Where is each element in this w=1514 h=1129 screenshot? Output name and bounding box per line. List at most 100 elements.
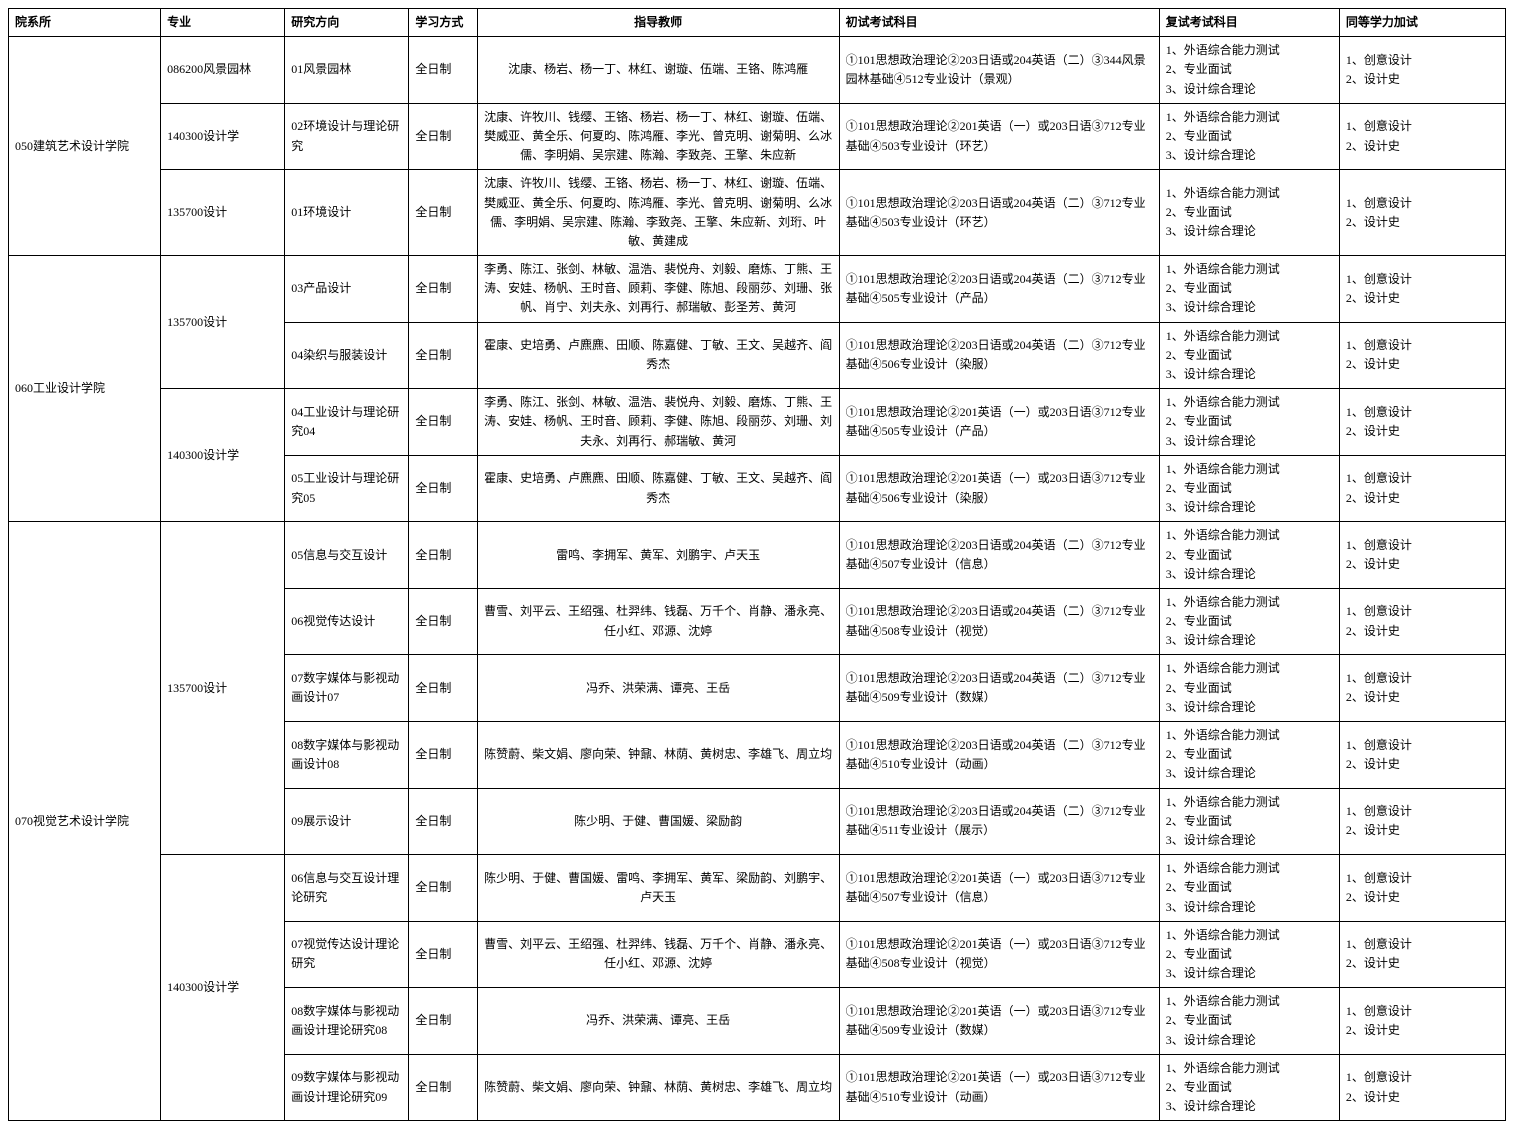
cell-mode: 全日制 bbox=[409, 522, 477, 589]
cell-mode: 全日制 bbox=[409, 1054, 477, 1121]
cell-exam1: ①101思想政治理论②201英语（一）或203日语③712专业基础④509专业设… bbox=[839, 988, 1159, 1055]
cell-direction: 02环境设计与理论研究 bbox=[285, 103, 409, 170]
table-row: 050建筑艺术设计学院086200风景园林01风景园林全日制沈康、杨岩、杨一丁、… bbox=[9, 37, 1506, 104]
cell-direction: 04工业设计与理论研究04 bbox=[285, 389, 409, 456]
header-direction: 研究方向 bbox=[285, 9, 409, 37]
cell-mode: 全日制 bbox=[409, 37, 477, 104]
cell-direction: 04染织与服装设计 bbox=[285, 322, 409, 389]
cell-major: 086200风景园林 bbox=[161, 37, 285, 104]
cell-teacher: 陈赞蔚、柴文娟、廖向荣、钟鼐、林荫、黄树忠、李雄飞、周立均 bbox=[477, 722, 839, 789]
cell-extra: 1、创意设计 2、设计史 bbox=[1339, 1054, 1505, 1121]
cell-exam2: 1、外语综合能力测试 2、专业面试 3、设计综合理论 bbox=[1159, 921, 1339, 988]
cell-teacher: 沈康、杨岩、杨一丁、林红、谢璇、伍端、王铬、陈鸿雁 bbox=[477, 37, 839, 104]
cell-major: 135700设计 bbox=[161, 522, 285, 855]
cell-extra: 1、创意设计 2、设计史 bbox=[1339, 256, 1505, 323]
cell-direction: 05工业设计与理论研究05 bbox=[285, 455, 409, 522]
cell-direction: 01环境设计 bbox=[285, 170, 409, 256]
cell-exam2: 1、外语综合能力测试 2、专业面试 3、设计综合理论 bbox=[1159, 170, 1339, 256]
cell-exam1: ①101思想政治理论②203日语或204英语（二）③712专业基础④509专业设… bbox=[839, 655, 1159, 722]
cell-mode: 全日制 bbox=[409, 256, 477, 323]
cell-exam1: ①101思想政治理论②203日语或204英语（二）③712专业基础④505专业设… bbox=[839, 256, 1159, 323]
cell-direction: 06视觉传达设计 bbox=[285, 588, 409, 655]
cell-exam1: ①101思想政治理论②203日语或204英语（二）③712专业基础④506专业设… bbox=[839, 322, 1159, 389]
cell-extra: 1、创意设计 2、设计史 bbox=[1339, 655, 1505, 722]
cell-exam1: ①101思想政治理论②203日语或204英语（二）③712专业基础④508专业设… bbox=[839, 588, 1159, 655]
cell-exam2: 1、外语综合能力测试 2、专业面试 3、设计综合理论 bbox=[1159, 37, 1339, 104]
cell-mode: 全日制 bbox=[409, 103, 477, 170]
header-row: 院系所 专业 研究方向 学习方式 指导教师 初试考试科目 复试考试科目 同等学力… bbox=[9, 9, 1506, 37]
header-major: 专业 bbox=[161, 9, 285, 37]
table-body: 050建筑艺术设计学院086200风景园林01风景园林全日制沈康、杨岩、杨一丁、… bbox=[9, 37, 1506, 1121]
cell-exam1: ①101思想政治理论②203日语或204英语（二）③712专业基础④507专业设… bbox=[839, 522, 1159, 589]
cell-major: 140300设计学 bbox=[161, 389, 285, 522]
cell-exam2: 1、外语综合能力测试 2、专业面试 3、设计综合理论 bbox=[1159, 722, 1339, 789]
cell-direction: 09数字媒体与影视动画设计理论研究09 bbox=[285, 1054, 409, 1121]
cell-extra: 1、创意设计 2、设计史 bbox=[1339, 522, 1505, 589]
table-row: 140300设计学02环境设计与理论研究全日制沈康、许牧川、钱缨、王铬、杨岩、杨… bbox=[9, 103, 1506, 170]
cell-extra: 1、创意设计 2、设计史 bbox=[1339, 103, 1505, 170]
cell-teacher: 李勇、陈江、张剑、林敏、温浩、裴悦舟、刘毅、磨炼、丁熊、王涛、安娃、杨帆、王时音… bbox=[477, 389, 839, 456]
cell-extra: 1、创意设计 2、设计史 bbox=[1339, 788, 1505, 855]
cell-teacher: 李勇、陈江、张剑、林敏、温浩、裴悦舟、刘毅、磨炼、丁熊、王涛、安娃、杨帆、王时音… bbox=[477, 256, 839, 323]
cell-teacher: 陈赞蔚、柴文娟、廖向荣、钟鼐、林荫、黄树忠、李雄飞、周立均 bbox=[477, 1054, 839, 1121]
cell-exam2: 1、外语综合能力测试 2、专业面试 3、设计综合理论 bbox=[1159, 455, 1339, 522]
cell-teacher: 霍康、史培勇、卢麃麃、田顺、陈嘉健、丁敏、王文、吴越齐、阎秀杰 bbox=[477, 322, 839, 389]
cell-direction: 08数字媒体与影视动画设计理论研究08 bbox=[285, 988, 409, 1055]
cell-mode: 全日制 bbox=[409, 921, 477, 988]
cell-mode: 全日制 bbox=[409, 788, 477, 855]
cell-direction: 05信息与交互设计 bbox=[285, 522, 409, 589]
cell-extra: 1、创意设计 2、设计史 bbox=[1339, 855, 1505, 922]
cell-exam1: ①101思想政治理论②203日语或204英语（二）③344风景园林基础④512专… bbox=[839, 37, 1159, 104]
cell-exam2: 1、外语综合能力测试 2、专业面试 3、设计综合理论 bbox=[1159, 389, 1339, 456]
cell-direction: 07数字媒体与影视动画设计07 bbox=[285, 655, 409, 722]
cell-exam2: 1、外语综合能力测试 2、专业面试 3、设计综合理论 bbox=[1159, 1054, 1339, 1121]
cell-major: 135700设计 bbox=[161, 256, 285, 389]
cell-direction: 07视觉传达设计理论研究 bbox=[285, 921, 409, 988]
cell-exam1: ①101思想政治理论②201英语（一）或203日语③712专业基础④507专业设… bbox=[839, 855, 1159, 922]
cell-exam2: 1、外语综合能力测试 2、专业面试 3、设计综合理论 bbox=[1159, 522, 1339, 589]
cell-exam2: 1、外语综合能力测试 2、专业面试 3、设计综合理论 bbox=[1159, 322, 1339, 389]
cell-direction: 06信息与交互设计理论研究 bbox=[285, 855, 409, 922]
cell-teacher: 沈康、许牧川、钱缨、王铬、杨岩、杨一丁、林红、谢璇、伍端、樊威亚、黄全乐、何夏昀… bbox=[477, 170, 839, 256]
table-row: 140300设计学06信息与交互设计理论研究全日制陈少明、于健、曹国媛、雷鸣、李… bbox=[9, 855, 1506, 922]
cell-teacher: 沈康、许牧川、钱缨、王铬、杨岩、杨一丁、林红、谢璇、伍端、樊威亚、黄全乐、何夏昀… bbox=[477, 103, 839, 170]
cell-exam2: 1、外语综合能力测试 2、专业面试 3、设计综合理论 bbox=[1159, 588, 1339, 655]
cell-dept: 070视觉艺术设计学院 bbox=[9, 522, 161, 1121]
header-exam2: 复试考试科目 bbox=[1159, 9, 1339, 37]
table-row: 140300设计学04工业设计与理论研究04全日制李勇、陈江、张剑、林敏、温浩、… bbox=[9, 389, 1506, 456]
cell-exam2: 1、外语综合能力测试 2、专业面试 3、设计综合理论 bbox=[1159, 103, 1339, 170]
cell-mode: 全日制 bbox=[409, 988, 477, 1055]
cell-exam1: ①101思想政治理论②201英语（一）或203日语③712专业基础④505专业设… bbox=[839, 389, 1159, 456]
cell-teacher: 曹雪、刘平云、王绍强、杜羿纬、钱磊、万千个、肖静、潘永亮、任小红、邓源、沈婷 bbox=[477, 921, 839, 988]
cell-major: 140300设计学 bbox=[161, 855, 285, 1121]
header-teacher: 指导教师 bbox=[477, 9, 839, 37]
cell-mode: 全日制 bbox=[409, 170, 477, 256]
cell-major: 135700设计 bbox=[161, 170, 285, 256]
cell-major: 140300设计学 bbox=[161, 103, 285, 170]
cell-exam2: 1、外语综合能力测试 2、专业面试 3、设计综合理论 bbox=[1159, 788, 1339, 855]
table-row: 060工业设计学院135700设计03产品设计全日制李勇、陈江、张剑、林敏、温浩… bbox=[9, 256, 1506, 323]
cell-teacher: 陈少明、于健、曹国媛、雷鸣、李拥军、黄军、梁励韵、刘鹏宇、卢天玉 bbox=[477, 855, 839, 922]
cell-exam1: ①101思想政治理论②201英语（一）或203日语③712专业基础④506专业设… bbox=[839, 455, 1159, 522]
header-dept: 院系所 bbox=[9, 9, 161, 37]
cell-extra: 1、创意设计 2、设计史 bbox=[1339, 37, 1505, 104]
cell-exam1: ①101思想政治理论②201英语（一）或203日语③712专业基础④508专业设… bbox=[839, 921, 1159, 988]
cell-extra: 1、创意设计 2、设计史 bbox=[1339, 988, 1505, 1055]
cell-extra: 1、创意设计 2、设计史 bbox=[1339, 389, 1505, 456]
cell-direction: 03产品设计 bbox=[285, 256, 409, 323]
table-row: 070视觉艺术设计学院135700设计05信息与交互设计全日制雷鸣、李拥军、黄军… bbox=[9, 522, 1506, 589]
cell-exam1: ①101思想政治理论②201英语（一）或203日语③712专业基础④503专业设… bbox=[839, 103, 1159, 170]
cell-mode: 全日制 bbox=[409, 855, 477, 922]
catalog-table: 院系所 专业 研究方向 学习方式 指导教师 初试考试科目 复试考试科目 同等学力… bbox=[8, 8, 1506, 1121]
cell-teacher: 冯乔、洪荣满、谭亮、王岳 bbox=[477, 655, 839, 722]
table-row: 135700设计01环境设计全日制沈康、许牧川、钱缨、王铬、杨岩、杨一丁、林红、… bbox=[9, 170, 1506, 256]
cell-mode: 全日制 bbox=[409, 588, 477, 655]
cell-teacher: 曹雪、刘平云、王绍强、杜羿纬、钱磊、万千个、肖静、潘永亮、任小红、邓源、沈婷 bbox=[477, 588, 839, 655]
cell-teacher: 冯乔、洪荣满、谭亮、王岳 bbox=[477, 988, 839, 1055]
cell-extra: 1、创意设计 2、设计史 bbox=[1339, 921, 1505, 988]
cell-exam2: 1、外语综合能力测试 2、专业面试 3、设计综合理论 bbox=[1159, 855, 1339, 922]
cell-exam1: ①101思想政治理论②203日语或204英语（二）③712专业基础④511专业设… bbox=[839, 788, 1159, 855]
cell-teacher: 雷鸣、李拥军、黄军、刘鹏宇、卢天玉 bbox=[477, 522, 839, 589]
cell-extra: 1、创意设计 2、设计史 bbox=[1339, 722, 1505, 789]
cell-direction: 09展示设计 bbox=[285, 788, 409, 855]
